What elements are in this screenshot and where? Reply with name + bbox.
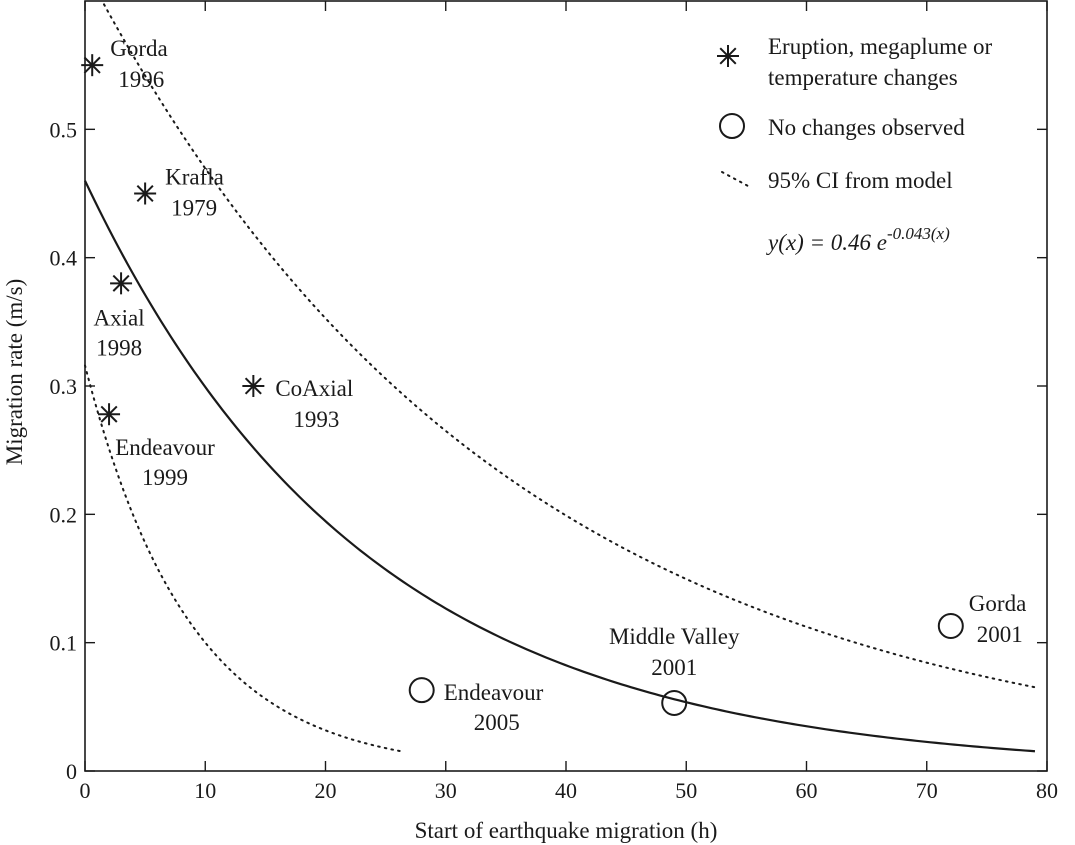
point-label-name: Endeavour [444,680,544,705]
point-label-year: 2001 [651,655,697,680]
legend-ci-label: 95% CI from model [768,168,953,193]
eruption-marker [81,54,104,77]
point-label-name: Axial [94,305,145,330]
legend-eruption-marker [717,45,739,67]
legend: Eruption, megaplume or temperature chang… [717,34,993,255]
x-tick-label: 40 [555,778,577,803]
legend-ci-marker [721,171,749,187]
y-tick-label: 0.4 [50,246,78,271]
point-label-year: 1999 [142,465,188,490]
x-tick-label: 50 [675,778,697,803]
axis-ticks [84,1,1048,772]
x-tick-labels: 0 10 20 30 40 50 60 70 80 [80,778,1059,803]
x-axis-title: Start of earthquake migration (h) [415,818,718,843]
no-change-marker [937,612,964,639]
x-tick-label: 10 [194,778,216,803]
legend-eruption-label-line2: temperature changes [768,65,958,90]
model-fit-curve [84,180,1036,753]
point-label-name: Gorda [969,591,1026,616]
x-tick-label: 60 [796,778,818,803]
legend-star-glyph [717,45,739,67]
point-label-name: Gorda [110,36,167,61]
point-label-year: 1998 [96,335,142,360]
eruption-marker [242,375,265,397]
y-tick-label: 0.5 [50,117,78,142]
legend-no-change-label: No changes observed [768,115,965,140]
point-label-name: Endeavour [115,435,215,460]
point-label-year: 2001 [977,622,1023,647]
y-tick-labels: 0 0.1 0.2 0.3 0.4 0.5 [50,117,78,784]
no-change-marker [408,677,435,704]
data-markers [81,54,964,716]
eruption-marker [110,272,133,295]
y-tick-label: 0 [66,759,77,784]
equation-exponent: -0.043(x) [887,224,950,243]
eruption-marker [134,182,157,205]
legend-eruption-label-line1: Eruption, megaplume or [768,34,993,59]
legend-equation: y(x) = 0.46 e-0.043(x) [766,224,950,255]
y-tick-label: 0.3 [50,374,78,399]
no-change-marker [661,689,688,716]
y-tick-label: 0.2 [50,502,78,527]
ci-upper-curve [103,3,1036,689]
x-tick-label: 80 [1036,778,1058,803]
y-tick-label: 0.1 [50,631,78,656]
point-label-year: 1996 [118,67,164,92]
equation-lhs: y(x) = 0.46 e [766,230,887,255]
point-label-name: CoAxial [275,376,353,401]
x-tick-label: 30 [435,778,457,803]
point-annotations: Gorda 1996 Krafla 1979 Axial 1998 CoAxial 1993 E… [94,36,1027,735]
point-label-name: Krafla [165,165,224,190]
point-label-year: 1993 [293,407,339,432]
point-label-year: 1979 [171,196,217,221]
x-tick-label: 0 [80,778,91,803]
ci-lower-curve [84,364,405,753]
x-tick-label: 70 [916,778,938,803]
y-axis-title: Migration rate (m/s) [2,279,27,466]
x-tick-label: 20 [315,778,337,803]
eruption-marker [98,403,121,426]
point-label-year: 2005 [474,710,520,735]
point-label-name: Middle Valley [609,624,740,649]
legend-no-change-marker [719,113,745,139]
